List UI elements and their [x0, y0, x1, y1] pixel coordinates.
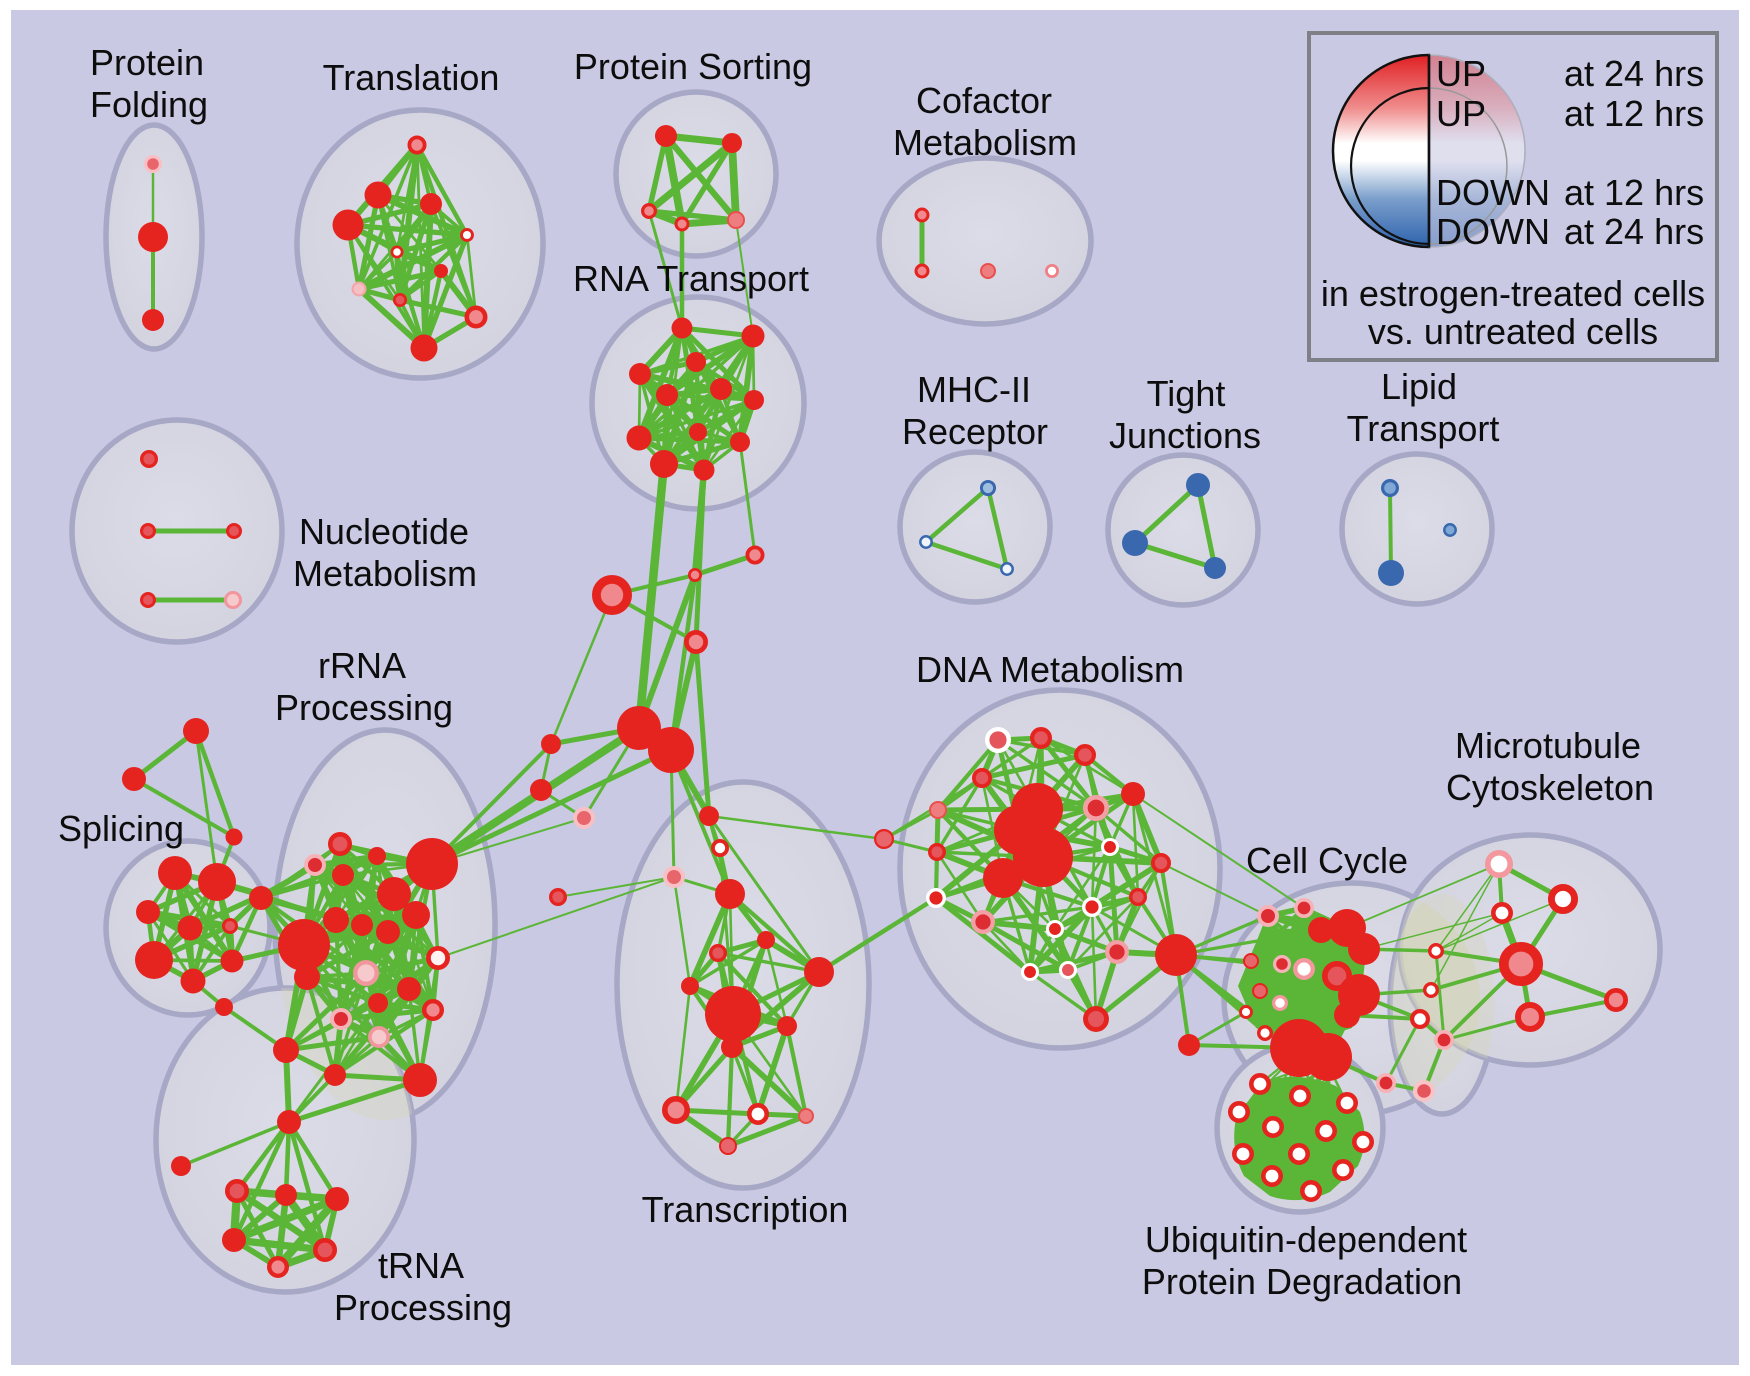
svg-text:Cytoskeleton: Cytoskeleton — [1446, 767, 1654, 808]
svg-text:Cofactor: Cofactor — [916, 80, 1052, 121]
svg-text:Tight: Tight — [1147, 373, 1226, 414]
svg-text:at 12 hrs: at 12 hrs — [1564, 93, 1704, 134]
svg-text:MHC-II: MHC-II — [917, 369, 1031, 410]
svg-text:at 24 hrs: at 24 hrs — [1564, 53, 1704, 94]
svg-text:Cell Cycle: Cell Cycle — [1246, 840, 1408, 881]
svg-text:vs. untreated cells: vs. untreated cells — [1368, 311, 1658, 352]
svg-text:Metabolism: Metabolism — [893, 122, 1077, 163]
svg-text:Protein Degradation: Protein Degradation — [1142, 1261, 1462, 1302]
svg-text:DOWN: DOWN — [1436, 211, 1550, 252]
svg-text:at 24 hrs: at 24 hrs — [1564, 211, 1704, 252]
svg-text:Transport: Transport — [1347, 408, 1500, 449]
svg-text:Processing: Processing — [334, 1287, 512, 1328]
svg-text:UP: UP — [1436, 93, 1486, 134]
svg-text:Metabolism: Metabolism — [293, 553, 477, 594]
svg-text:Splicing: Splicing — [58, 808, 184, 849]
svg-text:Translation: Translation — [323, 57, 500, 98]
svg-text:Ubiquitin-dependent: Ubiquitin-dependent — [1145, 1219, 1467, 1260]
svg-text:Processing: Processing — [275, 687, 453, 728]
svg-text:DOWN: DOWN — [1436, 172, 1550, 213]
svg-text:Junctions: Junctions — [1109, 415, 1261, 456]
svg-text:RNA Transport: RNA Transport — [573, 258, 809, 299]
svg-text:Protein Sorting: Protein Sorting — [574, 46, 812, 87]
svg-text:Folding: Folding — [90, 84, 208, 125]
svg-text:rRNA: rRNA — [318, 645, 406, 686]
svg-text:in estrogen-treated cells: in estrogen-treated cells — [1321, 273, 1705, 314]
svg-text:tRNA: tRNA — [378, 1245, 464, 1286]
svg-text:at 12 hrs: at 12 hrs — [1564, 172, 1704, 213]
svg-text:Microtubule: Microtubule — [1455, 725, 1641, 766]
svg-text:Lipid: Lipid — [1381, 366, 1457, 407]
svg-text:Nucleotide: Nucleotide — [299, 511, 469, 552]
svg-text:Protein: Protein — [90, 42, 204, 83]
svg-text:Receptor: Receptor — [902, 411, 1048, 452]
svg-text:UP: UP — [1436, 53, 1486, 94]
svg-text:Transcription: Transcription — [642, 1189, 849, 1230]
svg-text:DNA Metabolism: DNA Metabolism — [916, 649, 1184, 690]
